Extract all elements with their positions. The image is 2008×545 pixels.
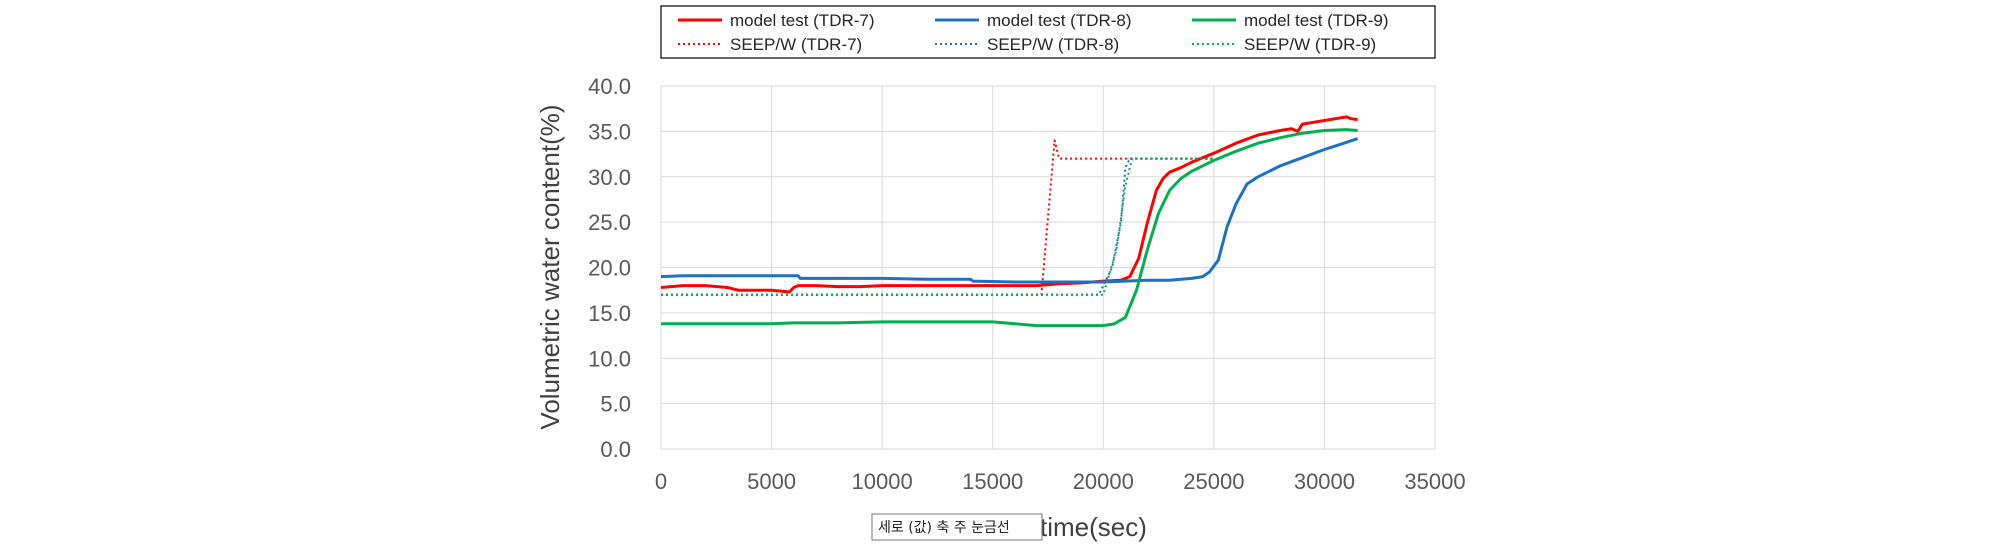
y-axis-title: Volumetric water content(%) xyxy=(535,104,565,429)
series-line xyxy=(661,157,1214,296)
legend-label: model test (TDR-8) xyxy=(987,11,1132,30)
tooltip-box xyxy=(871,513,1043,541)
y-tick-label: 0.0 xyxy=(600,437,631,462)
x-tick-label: 20000 xyxy=(1073,469,1134,494)
y-tick-label: 25.0 xyxy=(588,210,631,235)
x-axis-title: time(sec) xyxy=(1040,512,1147,542)
series-line xyxy=(660,137,1359,284)
x-tick-label: 35000 xyxy=(1404,469,1465,494)
y-tick-label: 40.0 xyxy=(588,74,631,99)
x-axis-ticks: 0 5000 10000 15000 20000 25000 30000 35000 xyxy=(655,469,1466,494)
x-tick-label: 10000 xyxy=(852,469,913,494)
legend-label: SEEP/W (TDR-7) xyxy=(730,35,862,54)
legend-frame xyxy=(660,5,1436,59)
x-tick-label: 15000 xyxy=(962,469,1023,494)
x-tick-label: 30000 xyxy=(1294,469,1355,494)
y-tick-label: 20.0 xyxy=(588,256,631,281)
hover-tooltip: 세로 (값) 축 주 눈금선 xyxy=(871,513,1043,541)
tooltip-label: 세로 (값) 축 주 눈금선 xyxy=(878,520,1010,536)
y-tick-label: 5.0 xyxy=(600,392,631,417)
y-tick-label: 30.0 xyxy=(588,165,631,190)
x-tick-label: 0 xyxy=(655,469,667,494)
y-tick-label: 35.0 xyxy=(588,119,631,144)
x-tick-label: 25000 xyxy=(1183,469,1244,494)
grid xyxy=(660,85,1436,450)
legend-label: SEEP/W (TDR-8) xyxy=(987,35,1119,54)
y-axis-ticks: 0.0 5.0 10.0 15.0 20.0 25.0 30.0 35.0 40.0 xyxy=(588,74,631,462)
legend: model test (TDR-7) model test (TDR-8) mode… xyxy=(660,5,1436,59)
legend-label: SEEP/W (TDR-9) xyxy=(1244,35,1376,54)
x-tick-label: 5000 xyxy=(747,469,796,494)
legend-label: model test (TDR-7) xyxy=(730,11,875,30)
y-tick-label: 15.0 xyxy=(588,301,631,326)
y-tick-label: 10.0 xyxy=(588,346,631,371)
plot-series xyxy=(660,115,1359,328)
series-line xyxy=(661,128,1358,328)
legend-label: model test (TDR-9) xyxy=(1244,11,1389,30)
